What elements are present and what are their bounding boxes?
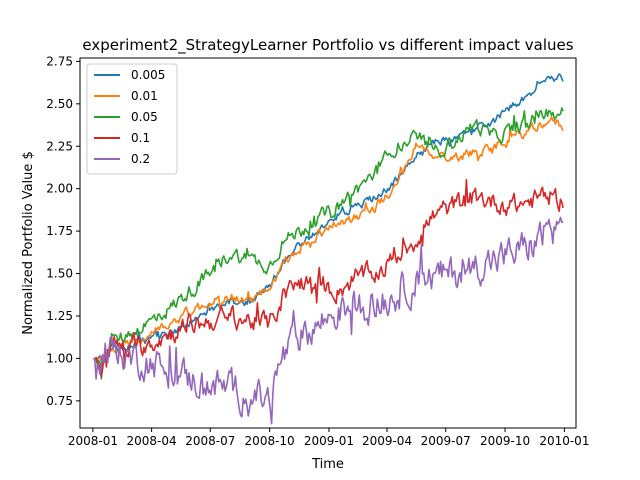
series-line-0_05 (93, 107, 564, 380)
x-tick-label: 2009-01 (304, 434, 354, 448)
x-tick-label: 2008-04 (127, 434, 177, 448)
legend-label: 0.01 (131, 89, 158, 103)
series-line-0_1 (93, 178, 564, 378)
x-tick-label: 2010-01 (539, 434, 589, 448)
y-axis-label: Normalized Portfolio Value $ (21, 151, 36, 335)
y-tick-label: 2.25 (46, 139, 73, 153)
y-tick-label: 1.75 (46, 224, 73, 238)
chart-title: experiment2_StrategyLearner Portfolio vs… (82, 36, 573, 55)
legend-label: 0.1 (131, 131, 150, 145)
legend-frame (86, 63, 178, 175)
plot-area-frame (79, 57, 577, 429)
legend-label: 0.2 (131, 152, 150, 166)
x-tick-label: 2008-10 (245, 434, 295, 448)
series-line-0_2 (93, 216, 564, 425)
x-tick-label: 2009-10 (480, 434, 530, 448)
legend-label: 0.005 (131, 68, 165, 82)
y-axis: 0.75 1.00 1.25 1.50 1.75 2.00 2.25 2.50 2.75 (46, 54, 80, 408)
legend: 0.005 0.01 0.05 0.1 0.2 (86, 63, 178, 175)
y-tick-label: 2.75 (46, 54, 73, 68)
series-layer (93, 73, 564, 425)
y-tick-label: 1.25 (46, 309, 73, 323)
x-tick-label: 2009-04 (362, 434, 412, 448)
x-axis-label: Time (311, 457, 344, 472)
legend-label: 0.05 (131, 110, 158, 124)
y-tick-label: 1.00 (46, 351, 73, 365)
y-tick-label: 2.50 (46, 97, 73, 111)
series-line-0_01 (93, 116, 564, 363)
y-tick-label: 0.75 (46, 394, 73, 408)
x-axis: 2008-01 2008-04 2008-07 2008-10 2009-01 2009-… (68, 428, 589, 448)
x-tick-label: 2008-01 (68, 434, 118, 448)
y-tick-label: 2.00 (46, 182, 73, 196)
x-tick-label: 2008-07 (185, 434, 235, 448)
y-tick-label: 1.50 (46, 267, 73, 281)
x-tick-label: 2009-07 (421, 434, 471, 448)
